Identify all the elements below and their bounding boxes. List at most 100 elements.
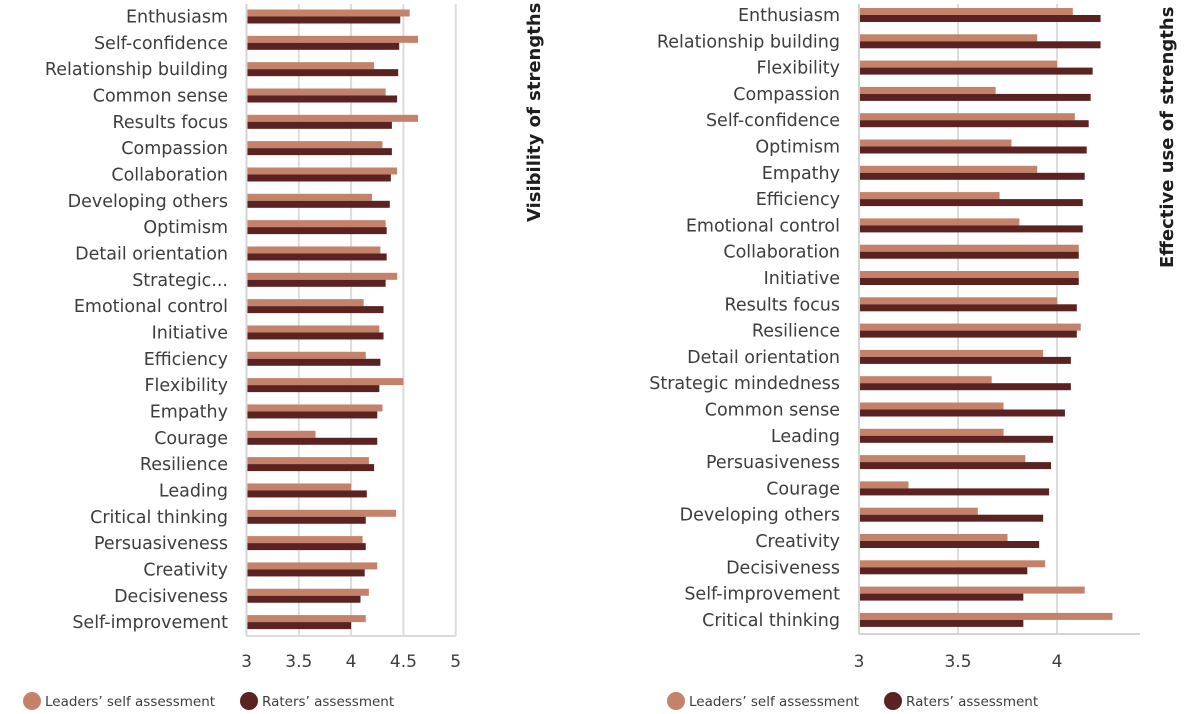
bar-self-assessment <box>247 509 397 517</box>
bar-self-assessment <box>860 34 1038 42</box>
category-label: Creativity <box>755 532 840 552</box>
bar-self-assessment <box>860 165 1038 173</box>
category-label: Developing others <box>68 192 228 212</box>
bar-self-assessment <box>247 378 404 386</box>
bar-self-assessment <box>247 404 383 412</box>
bar-raters-assessment <box>247 543 366 551</box>
legend-self-label: Leaders’ self assessment <box>45 694 215 710</box>
bar-self-assessment <box>860 376 992 384</box>
bar-self-assessment <box>860 586 1085 594</box>
bar-raters-assessment <box>860 41 1101 49</box>
bar-raters-assessment <box>860 172 1085 180</box>
x-tick-label: 3 <box>854 652 865 672</box>
bar-self-assessment <box>860 507 978 515</box>
category-label: Critical thinking <box>90 508 228 528</box>
category-label: Results focus <box>725 295 840 315</box>
category-label: Results focus <box>113 113 228 133</box>
bar-self-assessment <box>247 9 410 17</box>
category-label: Resilience <box>140 455 228 475</box>
bar-self-assessment <box>247 193 373 201</box>
bar-self-assessment <box>860 86 996 94</box>
category-label: Collaboration <box>723 243 840 263</box>
effective-use-chart-title: Effective use of strengths <box>1157 7 1178 268</box>
category-label: Relationship building <box>45 60 228 80</box>
bar-raters-assessment <box>247 490 367 498</box>
bar-raters-assessment <box>247 148 392 156</box>
legend-raters-label: Raters’ assessment <box>906 694 1038 710</box>
bar-raters-assessment <box>860 567 1028 575</box>
category-label: Compassion <box>733 85 840 105</box>
bar-raters-assessment <box>860 541 1040 548</box>
bar-raters-assessment <box>860 593 1024 601</box>
category-label: Flexibility <box>756 59 840 79</box>
category-label: Creativity <box>143 560 228 580</box>
bar-raters-assessment <box>860 199 1083 207</box>
x-tick-label: 5 <box>450 652 461 672</box>
bar-raters-assessment <box>860 435 1054 443</box>
bar-self-assessment <box>247 351 366 359</box>
category-label: Resilience <box>752 322 840 342</box>
category-label: Optimism <box>143 218 228 238</box>
legend-self-swatch <box>23 692 41 710</box>
bar-raters-assessment <box>860 251 1079 259</box>
category-label: Detail orientation <box>687 348 840 368</box>
category-label: Enthusiasm <box>738 6 840 26</box>
bar-raters-assessment <box>247 385 380 393</box>
bar-raters-assessment <box>247 174 391 182</box>
x-tick-label: 4.5 <box>390 652 417 672</box>
bar-raters-assessment <box>247 516 366 524</box>
x-tick-label: 4 <box>346 652 357 672</box>
bar-self-assessment <box>860 192 1000 200</box>
bar-self-assessment <box>860 481 909 489</box>
category-label: Courage <box>154 429 228 449</box>
bar-self-assessment <box>860 323 1081 331</box>
category-label: Efficiency <box>144 350 228 370</box>
bar-raters-assessment <box>860 619 1024 627</box>
category-label: Self-improvement <box>684 585 840 605</box>
bar-raters-assessment <box>247 16 401 24</box>
legend-raters-swatch <box>884 692 902 710</box>
category-label: Strategic mindedness <box>649 374 840 394</box>
category-label: Emotional control <box>74 297 228 317</box>
bar-self-assessment <box>247 536 363 544</box>
bar-self-assessment <box>247 430 316 438</box>
bar-self-assessment <box>860 244 1079 252</box>
bar-raters-assessment <box>860 304 1077 312</box>
bar-self-assessment <box>860 139 1012 147</box>
x-tick-label: 3.5 <box>944 652 971 672</box>
bar-raters-assessment <box>247 69 399 77</box>
category-label: Strategic... <box>132 271 228 291</box>
bar-raters-assessment <box>860 278 1079 285</box>
bar-self-assessment <box>247 457 369 465</box>
bar-self-assessment <box>247 483 352 491</box>
category-label: Leading <box>771 427 840 447</box>
category-label: Developing others <box>680 506 840 526</box>
bar-self-assessment <box>860 8 1073 15</box>
legend-self-label: Leaders’ self assessment <box>689 694 859 710</box>
bar-self-assessment <box>247 272 398 280</box>
category-label: Efficiency <box>756 190 840 210</box>
category-label: Initiative <box>764 269 840 289</box>
category-label: Empathy <box>150 402 228 422</box>
effective-use-chart: 3 3.5 4 Enthusiasm Relationship building Flex… <box>649 4 1140 672</box>
category-label: Common sense <box>93 86 228 106</box>
bar-raters-assessment <box>247 42 400 50</box>
bar-self-assessment <box>247 299 364 307</box>
category-label: Self-confidence <box>706 111 840 131</box>
bar-raters-assessment <box>247 358 381 366</box>
category-label: Detail orientation <box>75 244 228 264</box>
bar-raters-assessment <box>247 95 398 103</box>
bar-self-assessment <box>247 62 375 70</box>
bar-raters-assessment <box>860 67 1093 75</box>
category-label: Compassion <box>121 139 228 159</box>
bar-self-assessment <box>860 428 1004 436</box>
bar-raters-assessment <box>860 383 1071 391</box>
bar-raters-assessment <box>247 253 387 261</box>
bar-raters-assessment <box>860 146 1087 154</box>
category-label: Optimism <box>755 138 840 158</box>
category-label: Collaboration <box>111 165 228 185</box>
bar-self-assessment <box>247 562 378 570</box>
bar-self-assessment <box>247 88 386 96</box>
bar-self-assessment <box>247 114 419 122</box>
bar-self-assessment <box>247 615 366 623</box>
